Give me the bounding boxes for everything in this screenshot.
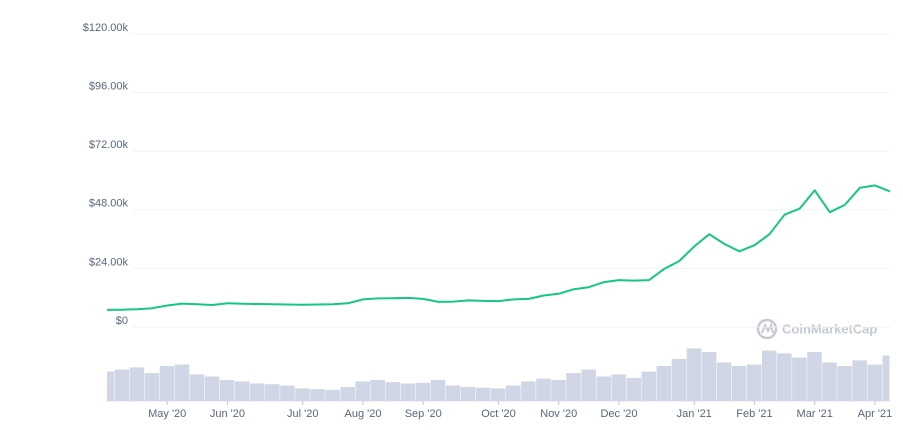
x-tick-label: Apr '21: [858, 408, 893, 420]
volume-bar: [265, 384, 280, 401]
volume-bar: [385, 382, 401, 401]
volume-bar: [340, 387, 355, 401]
volume-bar: [506, 385, 521, 401]
x-tick-label: Mar '21: [797, 408, 833, 420]
volume-bar: [475, 387, 491, 401]
volume-bar: [536, 378, 551, 401]
volume-bar: [490, 388, 506, 401]
volume-bar: [295, 388, 310, 401]
volume-bar: [746, 364, 762, 401]
volume-bar: [310, 389, 325, 401]
y-tick-label: $120.00k: [83, 22, 129, 34]
x-tick-label: Jan '21: [677, 408, 712, 420]
y-tick-label: $24.00k: [89, 256, 129, 268]
volume-bar: [280, 385, 295, 401]
volume-bar: [250, 383, 265, 401]
volume-bar: [656, 366, 672, 401]
volume-bar: [521, 381, 536, 401]
volume-bar: [219, 380, 235, 401]
x-tick-label: Aug '20: [344, 408, 381, 420]
watermark: CoinMarketCap: [782, 321, 877, 336]
volume-bar: [204, 376, 220, 401]
volume-bar: [762, 350, 777, 401]
x-tick-label: Sep '20: [405, 408, 442, 420]
volume-bar: [107, 371, 115, 401]
y-tick-label: $0: [116, 315, 128, 327]
y-tick-label: $96.00k: [89, 81, 129, 93]
volume-bar: [400, 383, 416, 401]
x-tick-label: Feb '21: [736, 408, 772, 420]
volume-bar: [114, 369, 130, 401]
volume-bar: [370, 380, 386, 401]
x-tick-label: May '20: [148, 408, 186, 420]
volume-bar: [852, 360, 867, 401]
volume-bar: [144, 373, 160, 401]
volume-bar: [882, 355, 890, 401]
volume-bar: [596, 376, 611, 401]
volume-bar: [701, 352, 717, 401]
volume-bar: [430, 380, 446, 401]
x-tick-label: Jun '20: [210, 408, 245, 420]
x-tick-label: Jul '20: [287, 408, 318, 420]
volume-bar: [415, 382, 431, 401]
volume-bar: [807, 352, 822, 401]
price-line: [106, 184, 891, 311]
x-tick-label: Nov '20: [540, 408, 577, 420]
volume-bar: [445, 385, 461, 401]
y-tick-label: $72.00k: [89, 139, 129, 151]
volume-bar: [174, 364, 190, 401]
volume-bar: [822, 362, 837, 401]
volume-bar: [460, 387, 476, 401]
volume-bar: [611, 374, 626, 401]
volume-bar: [792, 357, 807, 401]
volume-bar: [867, 364, 882, 401]
volume-bar: [716, 362, 732, 401]
volume-bar: [581, 369, 596, 401]
volume-bar: [686, 348, 702, 401]
x-tick-label: Dec '20: [600, 408, 637, 420]
volume-bar: [551, 380, 566, 401]
volume-bar: [159, 366, 175, 401]
volume-bar: [325, 389, 340, 401]
volume-bar: [641, 371, 657, 401]
volume-bar: [355, 381, 371, 401]
volume-bar: [626, 377, 642, 401]
volume-bar: [189, 374, 205, 401]
volume-bar: [566, 373, 581, 401]
watermark-logo: [756, 318, 778, 340]
x-tick-label: Oct '20: [481, 408, 516, 420]
volume-bar: [671, 359, 687, 401]
volume-bar: [731, 366, 747, 401]
volume-bar: [234, 381, 250, 401]
y-tick-label: $48.00k: [89, 198, 129, 210]
volume-bar: [837, 366, 852, 401]
volume-bar: [129, 367, 145, 401]
volume-bar: [777, 353, 792, 401]
